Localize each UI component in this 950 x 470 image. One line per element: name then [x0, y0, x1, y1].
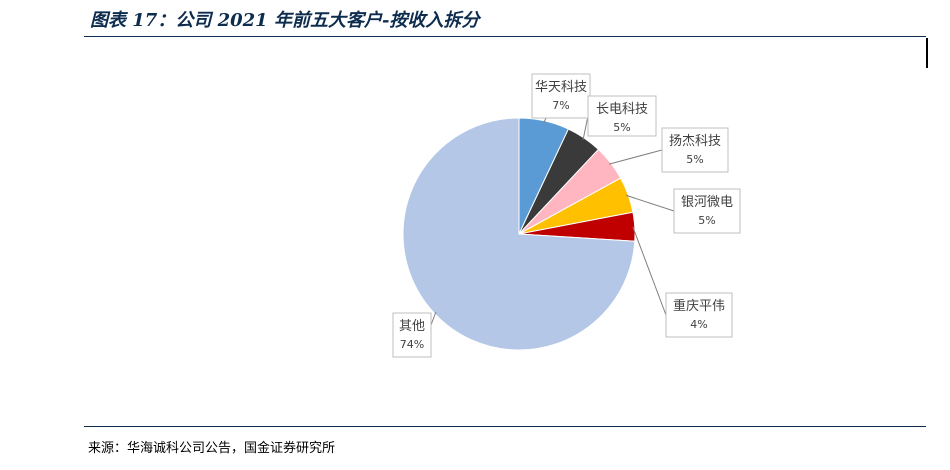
source-note: 来源：华海诚科公司公告，国金证券研究所	[88, 441, 336, 456]
title-rule	[84, 36, 926, 37]
edge-mark	[926, 38, 928, 68]
slice-value-label: 4%	[690, 318, 707, 331]
slice-label: 银河微电	[681, 195, 733, 210]
data-label-box	[392, 312, 432, 358]
slice-value-label: 5%	[613, 121, 630, 134]
leader-line	[626, 194, 675, 212]
figure-title: 图表 17：公司 2021 年前五大客户-按收入拆分	[90, 10, 480, 31]
leader-line	[632, 226, 667, 316]
slice-label: 长电科技	[596, 102, 648, 117]
data-label-box	[531, 73, 591, 119]
slice-label: 重庆平伟	[673, 298, 725, 314]
data-label-box	[587, 95, 657, 137]
leader-line	[430, 311, 437, 326]
leader-line	[543, 117, 547, 123]
slice-label: 扬杰科技	[669, 134, 721, 149]
slice-label: 其他	[399, 319, 425, 334]
source-rule	[84, 426, 926, 427]
slice-value-label: 7%	[552, 99, 569, 112]
leader-line	[582, 115, 589, 140]
slice-value-label: 5%	[686, 153, 703, 166]
slice-label: 华天科技	[535, 80, 587, 95]
slice-value-label: 5%	[698, 214, 715, 227]
slice-value-label: 74%	[400, 338, 424, 351]
leader-line	[608, 149, 663, 165]
data-label-box	[673, 188, 741, 234]
data-label-box	[661, 127, 729, 173]
pie-slice	[402, 117, 636, 351]
data-label-box	[665, 292, 733, 338]
